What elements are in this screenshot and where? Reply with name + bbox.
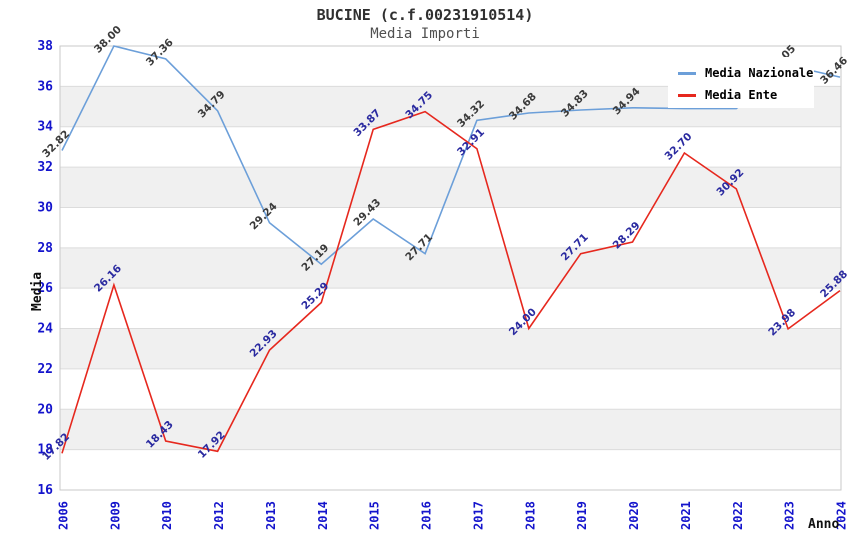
y-tick-label: 16 xyxy=(37,483,53,498)
y-tick-label: 26 xyxy=(37,281,53,296)
legend-item-media-nazionale: Media Nazionale xyxy=(678,62,814,84)
y-tick-label: 22 xyxy=(37,362,53,377)
y-tick-label: 38 xyxy=(37,39,53,54)
x-tick-label: 2006 xyxy=(57,501,71,530)
x-tick-label: 2021 xyxy=(679,501,693,530)
x-tick-label: 2022 xyxy=(731,501,745,530)
y-tick-label: 20 xyxy=(37,402,53,417)
legend-item-media-ente: Media Ente xyxy=(678,84,814,106)
point-label-media-ente: 28.29 xyxy=(611,220,643,252)
media-ente-line-marker xyxy=(678,93,696,97)
chart-subtitle: Media Importi xyxy=(370,26,480,42)
x-tick-label: 2024 xyxy=(835,501,849,530)
y-tick-label: 28 xyxy=(37,241,53,256)
x-tick-label: 2013 xyxy=(264,501,278,530)
x-tick-label: 2019 xyxy=(575,501,589,530)
x-tick-label: 2009 xyxy=(108,501,122,530)
media-nazionale-line-marker xyxy=(678,71,696,75)
y-axis-title: Media xyxy=(30,271,45,311)
series-media-ente-line xyxy=(61,110,841,454)
x-tick-label: 2010 xyxy=(160,501,174,530)
y-tick-label: 32 xyxy=(37,160,53,175)
x-axis-title: Anno xyxy=(808,517,840,532)
y-tick-label: 18 xyxy=(37,443,53,458)
x-tick-label: 2023 xyxy=(783,501,797,530)
series-media-nazionale-line xyxy=(61,45,841,266)
plot-border xyxy=(59,45,842,491)
legend-label-media-nazionale: Media Nazionale xyxy=(705,66,814,80)
legend: Media Nazionale Media Ente xyxy=(668,57,814,108)
point-label-media-nazionale: 36.46 xyxy=(818,55,850,87)
band xyxy=(60,247,841,289)
point-label-media-ente: 32.70 xyxy=(663,131,695,163)
x-tick-label: 2015 xyxy=(368,501,382,530)
legend-label-media-ente: Media Ente xyxy=(705,88,778,102)
y-tick-label: 36 xyxy=(37,79,53,94)
x-tick-label: 2016 xyxy=(420,501,434,530)
x-tick-label: 2017 xyxy=(471,501,485,530)
band xyxy=(60,409,841,450)
chart-title: BUCINE (c.f.00231910514) xyxy=(316,6,534,24)
x-tick-label: 2020 xyxy=(627,501,641,530)
y-tick-label: 34 xyxy=(37,120,53,135)
y-tick-label: 30 xyxy=(37,200,53,215)
x-tick-label: 2012 xyxy=(212,501,226,530)
band xyxy=(60,328,841,369)
x-tick-label: 2014 xyxy=(316,501,330,530)
point-label-media-ente: 32.91 xyxy=(455,126,487,158)
x-tick-label: 2018 xyxy=(523,501,537,530)
y-tick-label: 24 xyxy=(37,322,53,337)
